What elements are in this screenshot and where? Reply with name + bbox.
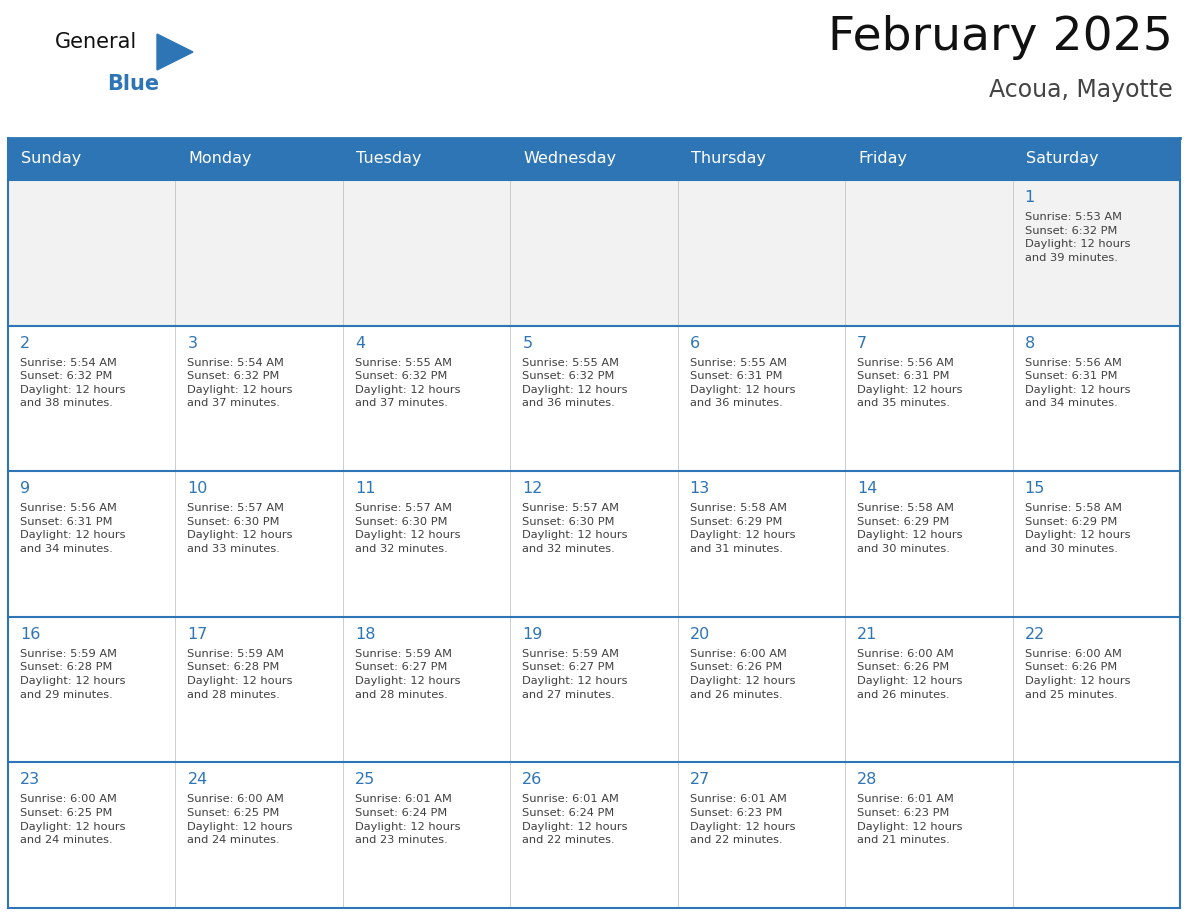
- Text: Sunrise: 6:00 AM
Sunset: 6:26 PM
Daylight: 12 hours
and 26 minutes.: Sunrise: 6:00 AM Sunset: 6:26 PM Dayligh…: [690, 649, 795, 700]
- Text: 5: 5: [523, 336, 532, 351]
- Text: 24: 24: [188, 772, 208, 788]
- Text: Saturday: Saturday: [1025, 151, 1098, 166]
- Text: 7: 7: [858, 336, 867, 351]
- Text: Sunrise: 5:55 AM
Sunset: 6:32 PM
Daylight: 12 hours
and 37 minutes.: Sunrise: 5:55 AM Sunset: 6:32 PM Dayligh…: [355, 358, 461, 409]
- Text: 11: 11: [355, 481, 375, 497]
- Text: Sunrise: 5:57 AM
Sunset: 6:30 PM
Daylight: 12 hours
and 32 minutes.: Sunrise: 5:57 AM Sunset: 6:30 PM Dayligh…: [523, 503, 627, 554]
- Text: Acoua, Mayotte: Acoua, Mayotte: [990, 78, 1173, 102]
- Text: Thursday: Thursday: [690, 151, 766, 166]
- Text: Sunrise: 5:57 AM
Sunset: 6:30 PM
Daylight: 12 hours
and 32 minutes.: Sunrise: 5:57 AM Sunset: 6:30 PM Dayligh…: [355, 503, 461, 554]
- Text: Sunrise: 5:59 AM
Sunset: 6:27 PM
Daylight: 12 hours
and 27 minutes.: Sunrise: 5:59 AM Sunset: 6:27 PM Dayligh…: [523, 649, 627, 700]
- Text: 1: 1: [1024, 190, 1035, 205]
- Text: Sunrise: 6:00 AM
Sunset: 6:25 PM
Daylight: 12 hours
and 24 minutes.: Sunrise: 6:00 AM Sunset: 6:25 PM Dayligh…: [188, 794, 293, 845]
- Text: 17: 17: [188, 627, 208, 642]
- Text: General: General: [55, 32, 138, 52]
- Bar: [8, 138, 1180, 180]
- Text: 27: 27: [690, 772, 710, 788]
- Text: Sunrise: 6:00 AM
Sunset: 6:26 PM
Daylight: 12 hours
and 25 minutes.: Sunrise: 6:00 AM Sunset: 6:26 PM Dayligh…: [1024, 649, 1130, 700]
- Text: February 2025: February 2025: [828, 15, 1173, 60]
- Text: Sunrise: 5:59 AM
Sunset: 6:28 PM
Daylight: 12 hours
and 29 minutes.: Sunrise: 5:59 AM Sunset: 6:28 PM Dayligh…: [20, 649, 126, 700]
- Text: Sunrise: 5:54 AM
Sunset: 6:32 PM
Daylight: 12 hours
and 37 minutes.: Sunrise: 5:54 AM Sunset: 6:32 PM Dayligh…: [188, 358, 293, 409]
- Text: 14: 14: [858, 481, 878, 497]
- Text: Wednesday: Wednesday: [523, 151, 617, 166]
- Text: 23: 23: [20, 772, 40, 788]
- Text: 25: 25: [355, 772, 375, 788]
- Text: Tuesday: Tuesday: [356, 151, 422, 166]
- Text: Friday: Friday: [858, 151, 908, 166]
- Text: 16: 16: [20, 627, 40, 642]
- Text: Sunrise: 5:56 AM
Sunset: 6:31 PM
Daylight: 12 hours
and 35 minutes.: Sunrise: 5:56 AM Sunset: 6:31 PM Dayligh…: [858, 358, 962, 409]
- Text: Sunrise: 5:58 AM
Sunset: 6:29 PM
Daylight: 12 hours
and 31 minutes.: Sunrise: 5:58 AM Sunset: 6:29 PM Dayligh…: [690, 503, 795, 554]
- Text: Sunrise: 5:58 AM
Sunset: 6:29 PM
Daylight: 12 hours
and 30 minutes.: Sunrise: 5:58 AM Sunset: 6:29 PM Dayligh…: [1024, 503, 1130, 554]
- Text: Sunrise: 5:54 AM
Sunset: 6:32 PM
Daylight: 12 hours
and 38 minutes.: Sunrise: 5:54 AM Sunset: 6:32 PM Dayligh…: [20, 358, 126, 409]
- Text: Sunrise: 5:57 AM
Sunset: 6:30 PM
Daylight: 12 hours
and 33 minutes.: Sunrise: 5:57 AM Sunset: 6:30 PM Dayligh…: [188, 503, 293, 554]
- Text: 2: 2: [20, 336, 30, 351]
- Text: Sunrise: 5:55 AM
Sunset: 6:31 PM
Daylight: 12 hours
and 36 minutes.: Sunrise: 5:55 AM Sunset: 6:31 PM Dayligh…: [690, 358, 795, 409]
- Polygon shape: [157, 34, 192, 70]
- Text: Sunrise: 6:01 AM
Sunset: 6:23 PM
Daylight: 12 hours
and 22 minutes.: Sunrise: 6:01 AM Sunset: 6:23 PM Dayligh…: [690, 794, 795, 845]
- Text: Sunrise: 5:59 AM
Sunset: 6:28 PM
Daylight: 12 hours
and 28 minutes.: Sunrise: 5:59 AM Sunset: 6:28 PM Dayligh…: [188, 649, 293, 700]
- Text: 19: 19: [523, 627, 543, 642]
- Bar: [8, 180, 1180, 326]
- Text: 9: 9: [20, 481, 30, 497]
- Text: Sunrise: 5:53 AM
Sunset: 6:32 PM
Daylight: 12 hours
and 39 minutes.: Sunrise: 5:53 AM Sunset: 6:32 PM Dayligh…: [1024, 212, 1130, 263]
- Text: 26: 26: [523, 772, 543, 788]
- Text: Sunrise: 5:56 AM
Sunset: 6:31 PM
Daylight: 12 hours
and 34 minutes.: Sunrise: 5:56 AM Sunset: 6:31 PM Dayligh…: [20, 503, 126, 554]
- Text: 4: 4: [355, 336, 365, 351]
- Text: 15: 15: [1024, 481, 1045, 497]
- Text: Sunrise: 6:01 AM
Sunset: 6:24 PM
Daylight: 12 hours
and 22 minutes.: Sunrise: 6:01 AM Sunset: 6:24 PM Dayligh…: [523, 794, 627, 845]
- Text: Sunrise: 6:00 AM
Sunset: 6:25 PM
Daylight: 12 hours
and 24 minutes.: Sunrise: 6:00 AM Sunset: 6:25 PM Dayligh…: [20, 794, 126, 845]
- Text: 6: 6: [690, 336, 700, 351]
- Text: Sunrise: 5:55 AM
Sunset: 6:32 PM
Daylight: 12 hours
and 36 minutes.: Sunrise: 5:55 AM Sunset: 6:32 PM Dayligh…: [523, 358, 627, 409]
- Text: 28: 28: [858, 772, 878, 788]
- Text: 18: 18: [355, 627, 375, 642]
- Text: 10: 10: [188, 481, 208, 497]
- Text: 3: 3: [188, 336, 197, 351]
- Text: Sunrise: 5:59 AM
Sunset: 6:27 PM
Daylight: 12 hours
and 28 minutes.: Sunrise: 5:59 AM Sunset: 6:27 PM Dayligh…: [355, 649, 461, 700]
- Text: Sunday: Sunday: [21, 151, 81, 166]
- Text: Sunrise: 6:01 AM
Sunset: 6:24 PM
Daylight: 12 hours
and 23 minutes.: Sunrise: 6:01 AM Sunset: 6:24 PM Dayligh…: [355, 794, 461, 845]
- Text: Sunrise: 5:56 AM
Sunset: 6:31 PM
Daylight: 12 hours
and 34 minutes.: Sunrise: 5:56 AM Sunset: 6:31 PM Dayligh…: [1024, 358, 1130, 409]
- Text: 12: 12: [523, 481, 543, 497]
- Text: 13: 13: [690, 481, 710, 497]
- Text: Sunrise: 6:00 AM
Sunset: 6:26 PM
Daylight: 12 hours
and 26 minutes.: Sunrise: 6:00 AM Sunset: 6:26 PM Dayligh…: [858, 649, 962, 700]
- Text: Sunrise: 6:01 AM
Sunset: 6:23 PM
Daylight: 12 hours
and 21 minutes.: Sunrise: 6:01 AM Sunset: 6:23 PM Dayligh…: [858, 794, 962, 845]
- Text: 21: 21: [858, 627, 878, 642]
- Text: Monday: Monday: [189, 151, 252, 166]
- Text: 22: 22: [1024, 627, 1044, 642]
- Text: 8: 8: [1024, 336, 1035, 351]
- Text: Sunrise: 5:58 AM
Sunset: 6:29 PM
Daylight: 12 hours
and 30 minutes.: Sunrise: 5:58 AM Sunset: 6:29 PM Dayligh…: [858, 503, 962, 554]
- Text: Blue: Blue: [107, 74, 159, 94]
- Text: 20: 20: [690, 627, 710, 642]
